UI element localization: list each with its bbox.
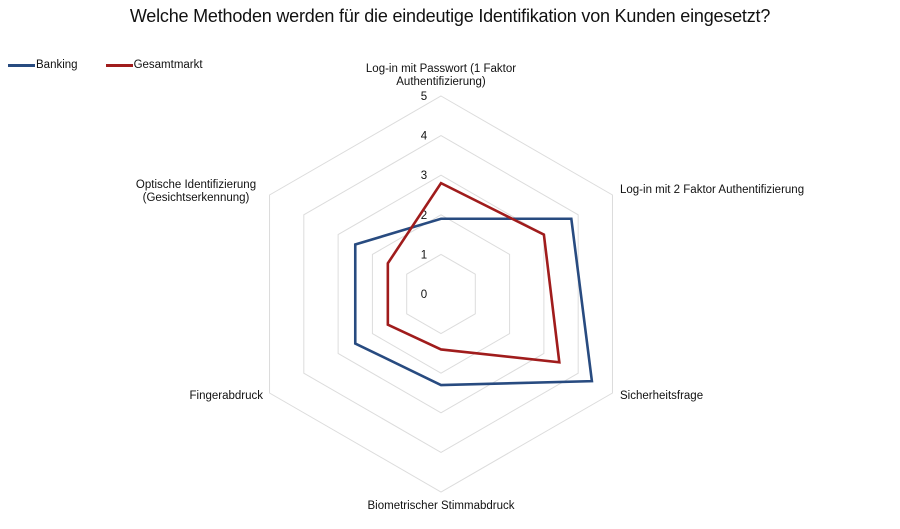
radar-axis-labels: Log-in mit Passwort (1 Faktor Authentifiz… <box>136 63 804 512</box>
legend: Banking Gesamtmarkt <box>8 59 203 71</box>
radar-series <box>353 181 594 387</box>
legend-item-gesamtmarkt: Gesamtmarkt <box>105 59 203 71</box>
grid-ring-3 <box>337 174 545 414</box>
tick-label-5: 5 <box>421 91 427 103</box>
axis-label-1: Log-in mit Passwort (1 Faktor Authentifiz… <box>366 63 516 88</box>
tick-label-3: 3 <box>421 170 427 182</box>
axis-label-2: Log-in mit 2 Faktor Authentifizierung <box>620 184 804 196</box>
series-gesamtmarkt <box>386 181 561 364</box>
legend-swatch-gesamtmarkt <box>105 63 133 67</box>
grid-ring-4 <box>303 135 579 453</box>
tick-label-1: 1 <box>421 249 427 261</box>
radar-tick-labels: 0 1 2 3 4 5 <box>421 91 428 301</box>
grid-ring-1 <box>406 253 476 335</box>
grid-ring-5 <box>269 95 613 493</box>
radar-grid <box>269 95 613 493</box>
legend-item-banking: Banking <box>8 59 78 71</box>
tick-label-4: 4 <box>421 131 428 143</box>
series-banking <box>353 217 594 387</box>
legend-label-banking: Banking <box>36 59 78 71</box>
grid-ring-2 <box>371 214 511 374</box>
legend-swatch-banking <box>8 63 35 67</box>
axis-label-4: Biometrischer Stimmabdruck <box>368 500 515 512</box>
axis-label-6: Optische Identifizierung (Gesichtserkennu… <box>136 179 256 204</box>
legend-label-gesamtmarkt: Gesamtmarkt <box>133 59 203 71</box>
axis-label-5: Fingerabdruck <box>189 390 263 402</box>
chart-title: Welche Methoden werden für die eindeutig… <box>129 6 771 26</box>
tick-label-2: 2 <box>421 210 427 222</box>
tick-label-0: 0 <box>421 289 427 301</box>
axis-label-3: Sicherheitsfrage <box>620 390 703 402</box>
